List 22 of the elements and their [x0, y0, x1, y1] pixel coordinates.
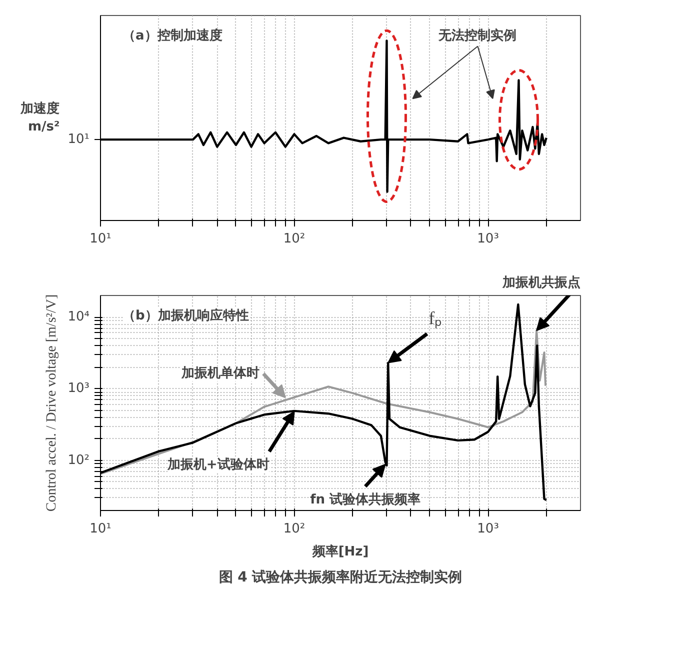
x-tick-label: 10²: [283, 232, 306, 246]
text: 10¹: [68, 132, 90, 148]
y-tick-label: 10²: [68, 452, 90, 468]
x-axis-title: 频率[Hz]: [311, 544, 369, 560]
annotation: 无法控制实例: [438, 28, 517, 44]
caption: 图 4 试验体共振频率附近无法控制实例: [218, 568, 462, 586]
y-axis-title: Control accel. / Drive voltage [m/s²/V]: [44, 294, 60, 512]
x-tick-label: 10¹: [90, 522, 112, 536]
x-tick-label: 10³: [477, 522, 499, 536]
x-tick-label: 10¹: [90, 232, 112, 246]
y-tick-label: 10⁴: [68, 310, 90, 325]
chart-title: （a）控制加速度: [122, 28, 222, 44]
annotation: fₚ: [428, 308, 442, 329]
y-tick-label: 10³: [68, 381, 90, 396]
annotation: 加振机单体时: [180, 365, 260, 382]
x-tick-label: 10²: [283, 522, 306, 536]
annotation: fn 试验体共振频率: [310, 491, 421, 508]
y-axis-title: 加速度 m/s²: [20, 100, 60, 134]
text: （b）加振机响应特性: [122, 308, 249, 324]
annotation: 加振机共振点: [502, 274, 580, 290]
x-tick-label: 10³: [477, 232, 499, 246]
annotation: 加振机+试验体时: [166, 456, 270, 473]
